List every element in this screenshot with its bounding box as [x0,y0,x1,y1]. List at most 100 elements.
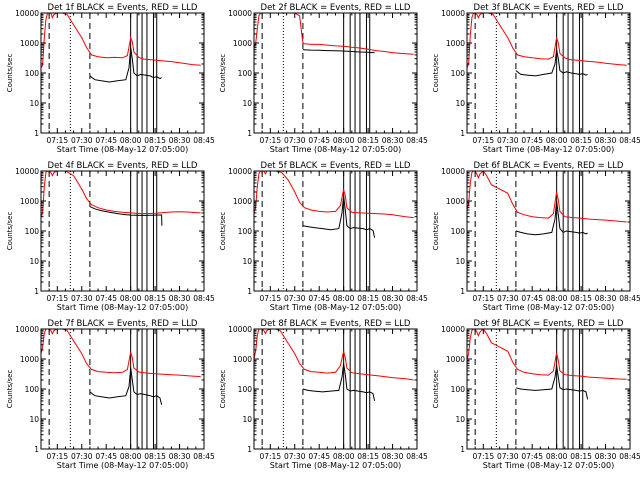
x-tick-label: 08:45 [406,452,428,461]
x-tick-label: 08:30 [169,136,191,145]
y-tick-label: 10000 [15,167,39,176]
plot-frame [40,170,205,292]
y-tick-label: 10000 [15,9,39,18]
panel-title: Det 6f BLACK = Events, RED = LLD [474,161,624,171]
x-tick-label: 07:45 [95,136,117,145]
y-tick-label: 10 [242,415,252,424]
x-tick-label: 08:30 [595,136,617,145]
x-tick-label: 08:30 [169,294,191,303]
x-tick-label: 08:15 [570,136,592,145]
plot-frame [253,170,418,292]
y-tick-label: 10 [455,257,465,266]
x-tick-label: 08:00 [546,452,568,461]
series-line-red [254,13,414,55]
x-axis-title: Start Time (08-May-12 07:05:00) [270,303,401,312]
x-tick-label: 08:45 [619,294,640,303]
x-tick-label: 08:15 [357,294,379,303]
x-tick-label: 07:30 [284,294,306,303]
x-axis-title: Start Time (08-May-12 07:05:00) [57,461,188,470]
plot-frame [466,12,631,134]
x-tick-label: 07:15 [259,136,281,145]
panel-title: Det 8f BLACK = Events, RED = LLD [261,319,411,329]
x-axis-title: Start Time (08-May-12 07:05:00) [57,145,188,154]
x-tick-label: 07:45 [521,452,543,461]
y-tick-label: 1000 [20,39,39,48]
series-line-red [467,13,627,68]
x-tick-label: 08:30 [595,294,617,303]
x-tick-label: 07:30 [71,136,93,145]
y-tick-label: 1 [247,129,252,138]
x-tick-label: 08:00 [120,136,142,145]
x-axis-title: Start Time (08-May-12 07:05:00) [57,303,188,312]
y-tick-label: 100 [238,385,253,394]
x-tick-label: 08:00 [546,136,568,145]
x-tick-label: 08:30 [595,452,617,461]
panel-title: Det 5f BLACK = Events, RED = LLD [261,161,411,171]
series-line-black [515,365,589,400]
x-tick-label: 07:15 [46,452,68,461]
plot-frame [40,12,205,134]
y-tick-label: 10 [29,99,39,108]
y-tick-label: 1000 [233,197,252,206]
x-tick-label: 07:30 [284,136,306,145]
marker-lines [261,13,371,133]
series-line-red [467,171,627,223]
series-group [41,171,201,226]
y-tick-label: 1 [34,287,39,296]
x-tick-label: 07:15 [472,452,494,461]
chart-panel-7: Det 7f BLACK = Events, RED = LLD 1 10 100 10… [6,319,215,470]
series-group [254,13,414,55]
y-tick-label: 10 [455,415,465,424]
x-tick-label: 08:15 [357,452,379,461]
series-line-red [254,171,414,219]
x-tick-label: 07:30 [71,294,93,303]
plot-frame [253,328,418,450]
y-tick-label: 10 [242,99,252,108]
x-tick-label: 07:45 [521,136,543,145]
y-axis-title: Counts/sec [6,212,14,251]
x-axis-title: Start Time (08-May-12 07:05:00) [270,145,401,154]
x-tick-label: 08:00 [120,452,142,461]
y-tick-label: 100 [25,227,40,236]
y-tick-label: 1 [247,287,252,296]
series-line-red [467,329,627,380]
series-line-black [302,195,376,238]
x-axis-title: Start Time (08-May-12 07:05:00) [483,145,614,154]
plot-frame [253,12,418,134]
series-line-red [41,329,201,378]
series-group [254,171,414,238]
x-tick-label: 07:15 [472,136,494,145]
y-tick-label: 10 [29,415,39,424]
x-tick-label: 08:45 [193,294,215,303]
series-line-red [41,171,201,218]
x-tick-label: 08:00 [333,294,355,303]
panel-title: Det 7f BLACK = Events, RED = LLD [48,319,198,329]
plot-frame [40,328,205,450]
y-tick-label: 10000 [228,167,252,176]
y-tick-label: 10000 [441,325,465,334]
series-group [41,329,201,405]
x-tick-label: 07:30 [284,452,306,461]
y-tick-label: 1 [460,445,465,454]
x-tick-label: 08:00 [333,452,355,461]
x-tick-label: 07:15 [259,294,281,303]
chart-panel-5: Det 5f BLACK = Events, RED = LLD 1 10 100 10… [219,161,428,312]
y-axis-title: Counts/sec [6,370,14,409]
y-tick-label: 10 [242,257,252,266]
y-tick-label: 1 [34,129,39,138]
y-tick-label: 1000 [233,39,252,48]
x-tick-label: 08:45 [193,136,215,145]
marker-lines [261,329,371,449]
y-axis-title: Counts/sec [219,54,227,93]
chart-panel-1: Det 1f BLACK = Events, RED = LLD 1 10 100 10… [6,3,215,154]
x-tick-label: 07:30 [71,452,93,461]
x-tick-label: 07:15 [46,136,68,145]
series-line-red [254,329,414,381]
chart-panel-9: Det 9f BLACK = Events, RED = LLD 1 10 100 10… [432,319,640,470]
y-tick-label: 1 [460,287,465,296]
x-tick-label: 08:15 [570,452,592,461]
x-tick-label: 07:45 [95,452,117,461]
x-tick-label: 07:30 [497,294,519,303]
series-line-black [515,49,588,77]
